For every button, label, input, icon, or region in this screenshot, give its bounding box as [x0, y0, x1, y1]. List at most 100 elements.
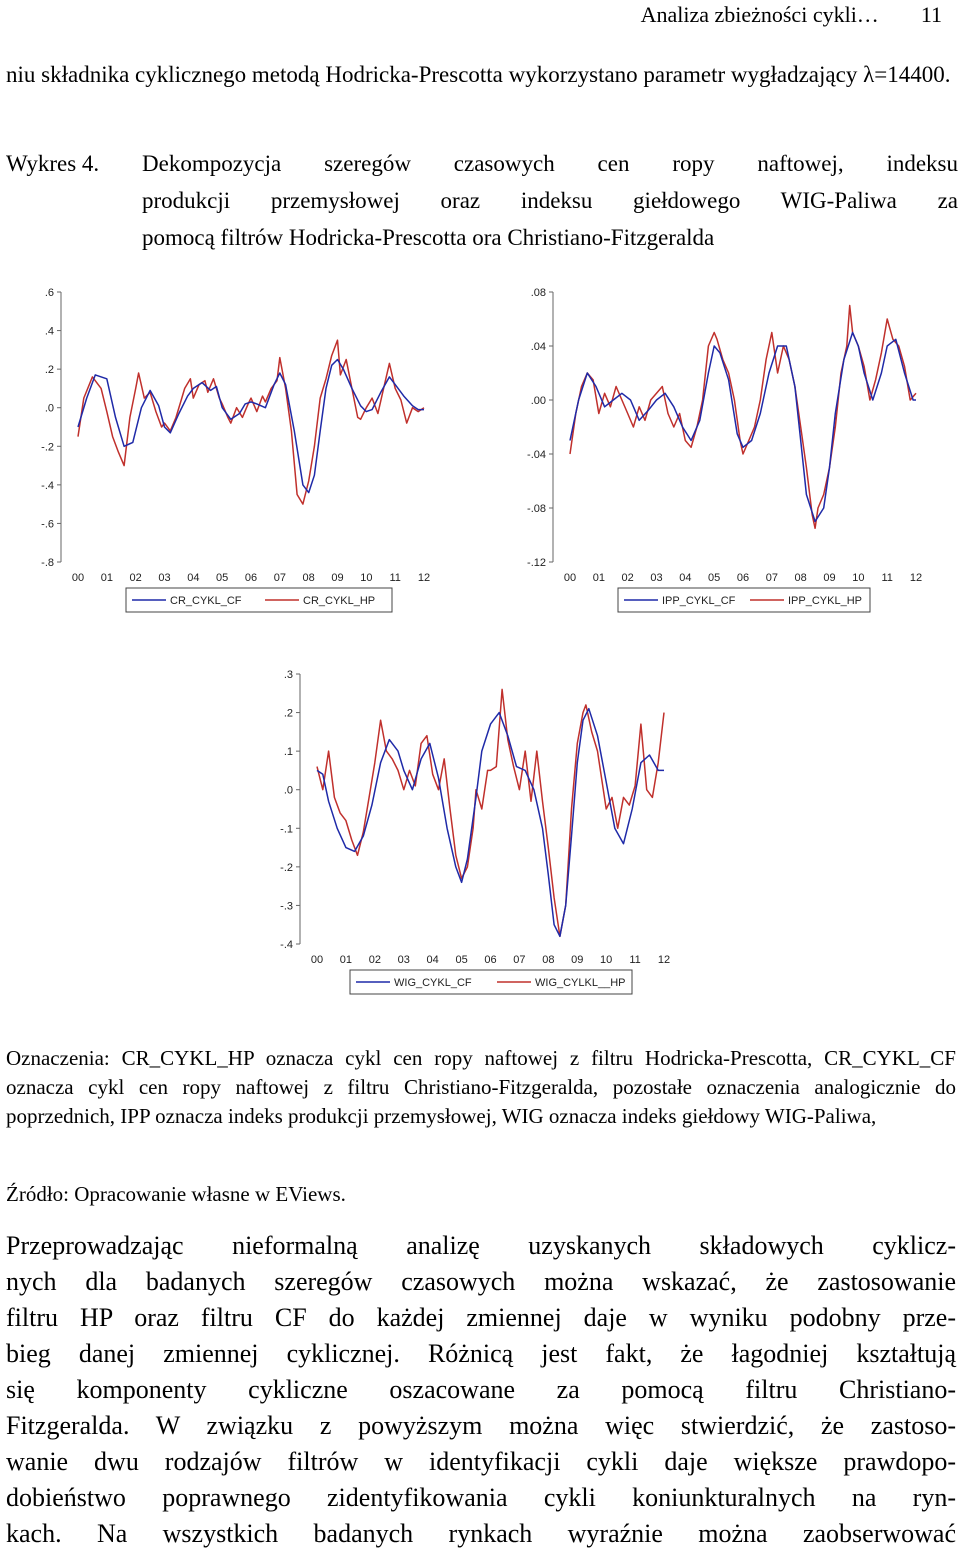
x-tick-label: 09: [823, 572, 835, 584]
body-line: dobieństwo poprawnego zidentyfikowania c…: [6, 1483, 956, 1512]
x-tick-label: 12: [418, 572, 430, 584]
x-tick-label: 12: [658, 954, 670, 966]
chart-3: .3 .2 .1 .0 -.1 -.2 -.3 -.4 00 01 02 03 04 05 06 07 08 09…: [280, 669, 670, 995]
x-tick-label: 08: [795, 572, 807, 584]
x-tick-label: 09: [571, 954, 583, 966]
x-tick-label: 11: [629, 954, 640, 966]
x-tick-label: 02: [130, 572, 142, 584]
y-tick-label: -.8: [41, 557, 54, 569]
figure-caption-line-1: Dekompozycja szeregów czasowych cen ropy…: [142, 151, 958, 176]
x-tick-label: 08: [542, 954, 554, 966]
y-tick-label: .2: [284, 708, 293, 720]
chart-2: .08 .04 .00 -.04 -.08 -.12 00 01 02 03 04 05 06 07 08 0…: [527, 287, 922, 613]
y-tick-label: -.08: [527, 503, 546, 515]
x-tick-label: 04: [427, 954, 439, 966]
y-tick-label: .04: [531, 341, 546, 353]
y-tick-label: -.2: [41, 441, 54, 453]
x-tick-label: 02: [622, 572, 634, 584]
legend-label: CR_CYKL_CF: [170, 595, 242, 607]
chart-1: .6 .4 .2 .0 -.2 -.4 -.6 -.8 00 01 02 03 04 05 06 07 08 09…: [41, 287, 430, 613]
x-tick-label: 03: [398, 954, 410, 966]
x-tick-label: 01: [340, 954, 352, 966]
x-tick-label: 05: [216, 572, 228, 584]
x-tick-label: 06: [484, 954, 496, 966]
body-line: bieg danej zmiennej cyklicznej. Różnicą …: [6, 1339, 956, 1368]
figure-caption-line-3: pomocą filtrów Hodricka-Prescotta ora Ch…: [142, 225, 715, 250]
x-tick-label: 12: [910, 572, 922, 584]
body-paragraph: Przeprowadzając nieformalną analizę uzys…: [6, 1228, 956, 1552]
y-tick-label: -.4: [41, 480, 54, 492]
x-tick-label: 01: [101, 572, 113, 584]
y-tick-label: .0: [284, 785, 293, 797]
series-line-cr-cykl-cf: [77, 358, 424, 494]
y-tick-label: .4: [45, 326, 54, 338]
legend-box: [125, 587, 393, 613]
series-line-ipp-cykl-cf: [569, 331, 916, 523]
y-tick-label: .2: [45, 364, 54, 376]
figure-charts: .6 .4 .2 .0 -.2 -.4 -.6 -.8 00 01 02 03 04 05 06 07 08 09…: [41, 287, 922, 995]
body-line: wanie dwu rodzajów filtrów w identyfikac…: [6, 1447, 956, 1476]
legend-label: IPP_CYKL_CF: [662, 595, 736, 607]
x-tick-label: 10: [600, 954, 612, 966]
body-line: Przeprowadzając nieformalną analizę uzys…: [6, 1231, 956, 1260]
x-tick-label: 07: [766, 572, 778, 584]
body-line: Fitzgeralda. W związku z powyższym można…: [6, 1411, 956, 1440]
y-tick-label: .1: [284, 746, 293, 758]
x-tick-label: 07: [274, 572, 286, 584]
chart-legend: IPP_CYKL_CF IPP_CYKL_HP: [617, 587, 871, 613]
x-tick-label: 06: [245, 572, 257, 584]
series-line-wig-cylkl-hp: [316, 688, 665, 938]
y-tick-label: -.6: [41, 518, 54, 530]
y-tick-label: -.04: [527, 449, 546, 461]
x-tick-label: 11: [881, 572, 892, 584]
source-line: Źródło: Opracowanie własne w EViews.: [6, 1182, 346, 1206]
x-tick-label: 04: [679, 572, 691, 584]
y-tick-label: -.4: [280, 939, 293, 951]
x-tick-label: 02: [369, 954, 381, 966]
series-line-wig-cykl-cf: [316, 707, 664, 938]
x-tick-label: 03: [650, 572, 662, 584]
chart-legend: WIG_CYKL_CF WIG_CYLKL__HP: [349, 969, 633, 995]
x-tick-label: 10: [852, 572, 864, 584]
x-tick-label: 09: [331, 572, 343, 584]
x-tick-label: 11: [389, 572, 400, 584]
series-line-cr-cykl-hp: [77, 339, 425, 505]
x-tick-label: 07: [513, 954, 525, 966]
y-tick-label: -.2: [280, 862, 293, 874]
x-tick-label: 00: [72, 572, 84, 584]
legend-label: WIG_CYKL_CF: [394, 977, 472, 989]
y-tick-label: .3: [284, 669, 293, 681]
x-tick-label: 00: [564, 572, 576, 584]
y-tick-label: .08: [531, 287, 546, 299]
y-tick-label: .00: [531, 395, 546, 407]
x-tick-label: 06: [737, 572, 749, 584]
page-number: 11: [920, 2, 942, 27]
body-line: się komponenty cykliczne oszacowane za p…: [6, 1375, 956, 1404]
y-tick-label: .0: [45, 403, 54, 415]
x-tick-label: 03: [158, 572, 170, 584]
y-tick-label: -.3: [280, 900, 293, 912]
figure-caption-line-2: produkcji przemysłowej oraz indeksu gieł…: [142, 188, 958, 213]
x-tick-label: 04: [187, 572, 199, 584]
body-line: kach. Na wszystkich badanych rynkach wyr…: [6, 1519, 956, 1548]
legend-label: WIG_CYLKL__HP: [535, 977, 625, 989]
x-tick-label: 08: [303, 572, 315, 584]
running-header: Analiza zbieżności cykli… 11: [641, 2, 942, 28]
legend-box: [349, 969, 633, 995]
legend-label: CR_CYKL_HP: [303, 595, 375, 607]
intro-paragraph: niu składnika cyklicznego metodą Hodrick…: [6, 62, 951, 87]
x-tick-label: 10: [360, 572, 372, 584]
body-line: nych dla badanych szeregów czasowych moż…: [6, 1267, 956, 1296]
header-title: Analiza zbieżności cykli…: [640, 2, 879, 27]
legend-box: [617, 587, 871, 613]
x-tick-label: 00: [311, 954, 323, 966]
x-tick-label: 05: [708, 572, 720, 584]
x-tick-label: 01: [593, 572, 605, 584]
y-tick-label: .6: [45, 287, 54, 299]
y-tick-label: -.12: [527, 557, 546, 569]
body-line: filtru HP oraz filtru CF do każdej zmien…: [6, 1303, 956, 1332]
legend-label: IPP_CYKL_HP: [788, 595, 862, 607]
chart-legend: CR_CYKL_CF CR_CYKL_HP: [125, 587, 393, 613]
notes-paragraph: Oznaczenia: CR_CYKL_HP oznacza cykl cen …: [6, 1046, 956, 1128]
y-tick-label: -.1: [280, 823, 293, 835]
